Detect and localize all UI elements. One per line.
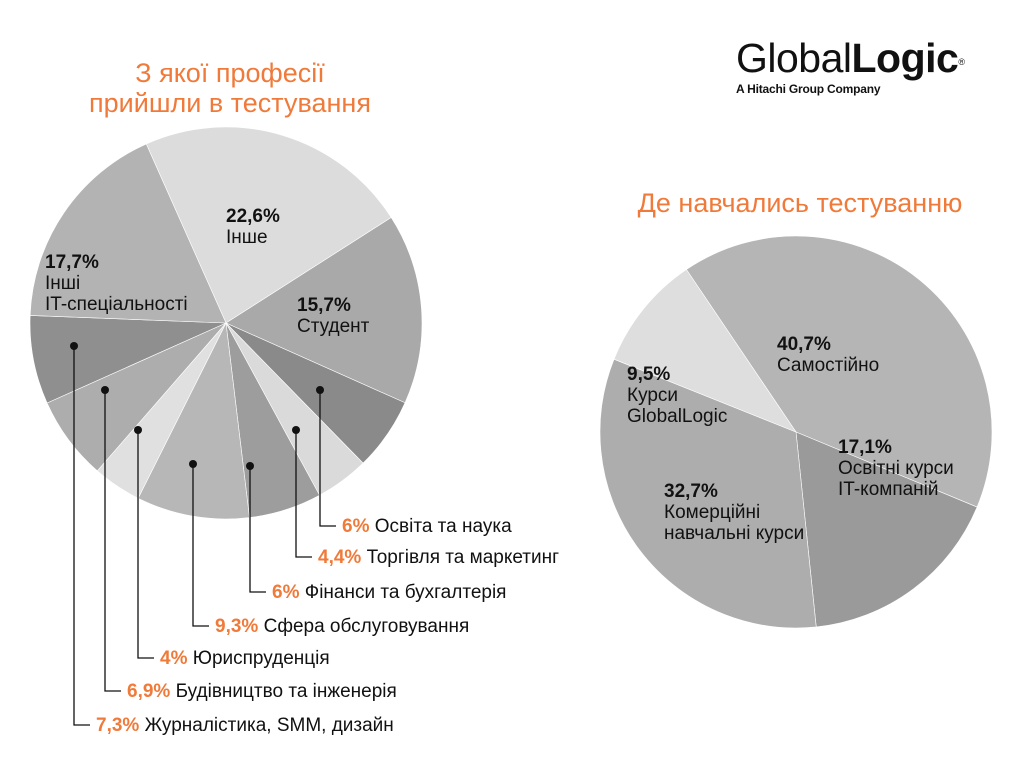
- logo-bold: Logic: [851, 35, 959, 81]
- chart1-callout-pct-3: 4,4%: [318, 547, 367, 568]
- chart1-callout-pct-5: 9,3%: [215, 616, 264, 637]
- chart2-title-line-1: Де навчались тестуванню: [637, 188, 963, 218]
- logo-wordmark: GlobalLogic®: [736, 36, 1006, 80]
- logo-registered: ®: [958, 57, 965, 67]
- chart1-callout-name-8: Журналістика, SMM, дизайн: [145, 715, 394, 736]
- chart1-title-line-2: прийшли в тестування: [89, 88, 371, 118]
- chart1-callout-name-2: Освіта та наука: [375, 516, 512, 537]
- chart1-leader-line-2: [319, 390, 336, 527]
- chart1-callout-name-4: Фінанси та бухгалтерія: [305, 582, 507, 603]
- chart2-slice-pct-0: 40,7%: [777, 334, 831, 355]
- chart1-leader-line-4: [249, 466, 266, 593]
- chart1-callout-label-6: 4% Юриспруденція: [160, 648, 330, 669]
- chart1-leader-dot-7: [101, 386, 109, 394]
- chart2-slice-label-3: 9,5% Курси GlobalLogic: [627, 364, 727, 427]
- chart1-callout-pct-6: 4%: [160, 648, 193, 669]
- chart1-callout-name-5: Сфера обслуговування: [264, 616, 470, 637]
- chart1-callout-pct-2: 6%: [342, 516, 375, 537]
- chart2-slice-pct-2: 32,7%: [664, 481, 718, 502]
- chart1-slice-0: [145, 126, 392, 324]
- chart1-callout-label-2: 6% Освіта та наука: [342, 516, 512, 537]
- chart1-callout-pct-7: 6,9%: [127, 681, 176, 702]
- chart1-callout-pct-8: 7,3%: [96, 715, 145, 736]
- chart2-slice-name-1-0: Освітні курси: [838, 458, 954, 479]
- chart2-slice-pct-3: 9,5%: [627, 364, 670, 385]
- chart1-slice-name-0-0: Інше: [226, 227, 268, 248]
- chart1-slice-pct-1: 15,7%: [297, 295, 351, 316]
- chart1-callout-label-4: 6% Фінанси та бухгалтерія: [272, 582, 506, 603]
- chart1-slice-label-1: 15,7% Студент: [297, 295, 370, 337]
- chart1-callout-label-7: 6,9% Будівництво та інженерія: [127, 681, 397, 702]
- chart1-callout-label-3: 4,4% Торгівля та маркетинг: [318, 547, 559, 568]
- chart2-slice-label-0: 40,7% Самостійно: [777, 334, 879, 376]
- chart1-slice-label-0: 22,6% Інше: [226, 206, 280, 248]
- chart2-slice-name-2-1: навчальні курси: [664, 523, 804, 544]
- chart1-title: З якої професії прийшли в тестування: [40, 58, 420, 118]
- chart1-slice-name-1-0: Студент: [297, 316, 370, 337]
- chart1-slice-1: [225, 217, 423, 404]
- chart1-callout-pct-4: 6%: [272, 582, 305, 603]
- chart1-slice-name-9-0: Інші: [45, 273, 80, 294]
- chart2-slice-3: [613, 269, 797, 433]
- chart1-leader-dot-3: [292, 426, 300, 434]
- chart1-callout-label-8: 7,3% Журналістика, SMM, дизайн: [96, 715, 394, 736]
- chart1-leader-line-8: [73, 346, 90, 726]
- chart1-leader-line-5: [192, 464, 209, 627]
- chart2-slice-1: [795, 431, 978, 628]
- globallogic-logo: GlobalLogic® A Hitachi Group Company: [736, 36, 1006, 96]
- chart1-callout-name-7: Будівництво та інженерія: [176, 681, 397, 702]
- chart1-leader-line-3: [295, 430, 312, 558]
- chart2-slice-label-2: 32,7% Комерційні навчальні курси: [664, 481, 804, 544]
- chart2-title: Де навчались тестуванню: [590, 188, 1010, 218]
- chart2-slice-name-0-0: Самостійно: [777, 355, 879, 376]
- chart2-slice-name-1-1: IT-компаній: [838, 479, 939, 500]
- chart2-slice-pct-1: 17,1%: [838, 437, 892, 458]
- chart1-slice-label-9: 17,7% Інші IT-спеціальності: [45, 252, 188, 315]
- chart2-slice-0: [685, 235, 993, 508]
- chart1-callout-name-6: Юриспруденція: [193, 648, 330, 669]
- chart1-leader-line-6: [137, 430, 154, 659]
- logo-tagline: A Hitachi Group Company: [736, 82, 881, 96]
- chart2-slice-name-3-1: GlobalLogic: [627, 406, 727, 427]
- logo-light: Global: [736, 35, 852, 81]
- chart2-slice-name-3-0: Курси: [627, 385, 678, 406]
- chart2-slice-name-2-0: Комерційні: [664, 502, 760, 523]
- chart1-slice-pct-9: 17,7%: [45, 252, 99, 273]
- chart1-callout-name-3: Торгівля та маркетинг: [367, 547, 560, 568]
- chart1-leader-dot-6: [134, 426, 142, 434]
- chart1-leader-dot-8: [70, 342, 78, 350]
- chart1-slice-9: [29, 143, 227, 324]
- chart1-callout-label-5: 9,3% Сфера обслуговування: [215, 616, 469, 637]
- chart1-title-line-1: З якої професії: [135, 58, 325, 88]
- chart1-leader-dot-4: [246, 462, 254, 470]
- chart2-slice-2: [599, 358, 817, 629]
- chart1-slice-name-9-1: IT-спеціальності: [45, 294, 188, 315]
- chart1-slice-pct-0: 22,6%: [226, 206, 280, 227]
- chart1-leader-dot-2: [316, 386, 324, 394]
- chart2-slice-label-1: 17,1% Освітні курси IT-компаній: [838, 437, 954, 500]
- chart1-leader-line-7: [104, 390, 121, 692]
- chart1-leader-dot-5: [189, 460, 197, 468]
